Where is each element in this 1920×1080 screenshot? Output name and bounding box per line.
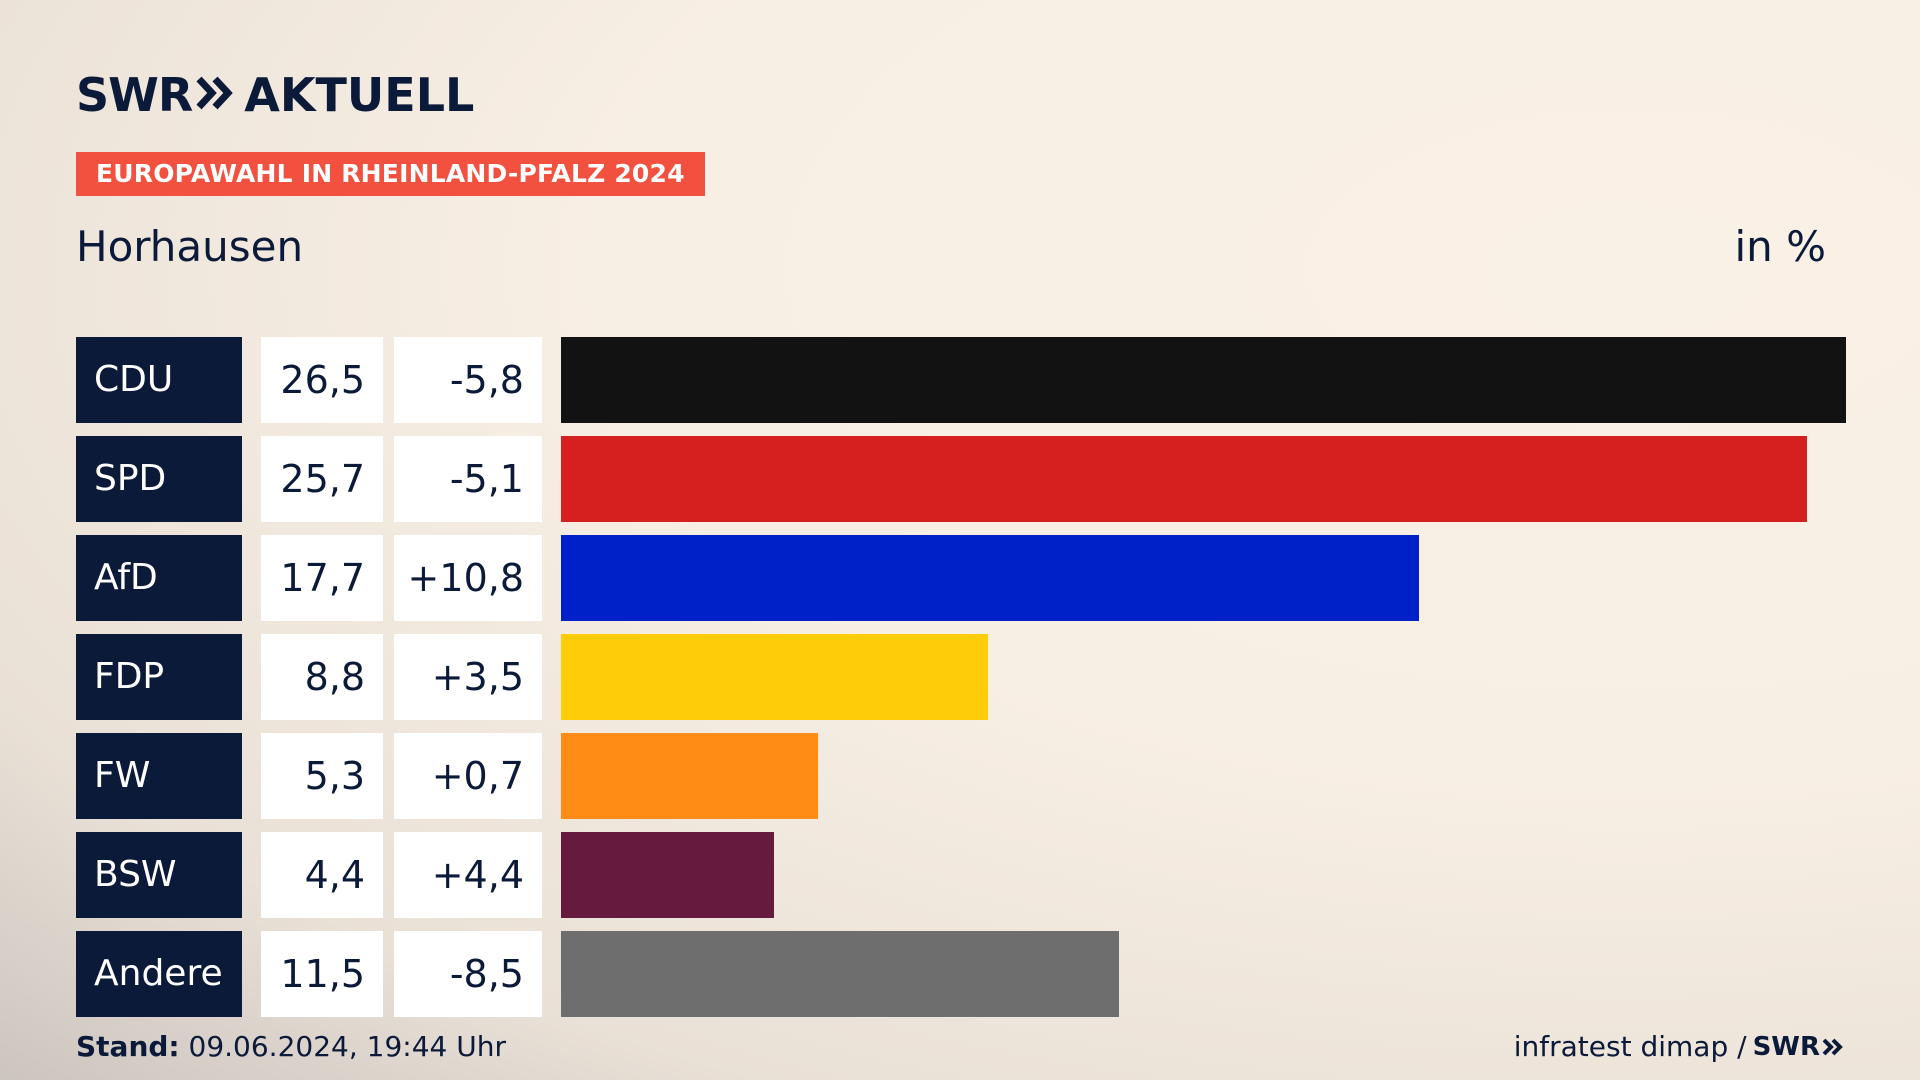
bar-afd <box>561 535 1419 621</box>
diff-label: -8,5 <box>394 931 542 1017</box>
party-label: BSW <box>76 832 242 918</box>
party-label: CDU <box>76 337 242 423</box>
bar-spd <box>561 436 1807 522</box>
result-row: FDP 8,8 +3,5 <box>76 634 1846 720</box>
source-brand: SWR <box>1752 1031 1820 1062</box>
value-label: 5,3 <box>261 733 383 819</box>
result-row: AfD 17,7 +10,8 <box>76 535 1846 621</box>
result-row: FW 5,3 +0,7 <box>76 733 1846 819</box>
result-row: BSW 4,4 +4,4 <box>76 832 1846 918</box>
election-badge: EUROPAWAHL IN RHEINLAND-PFALZ 2024 <box>76 152 705 196</box>
double-chevron-right-icon <box>1822 1038 1843 1055</box>
bar-andere <box>561 931 1119 1017</box>
diff-label: +4,4 <box>394 832 542 918</box>
result-row: SPD 25,7 -5,1 <box>76 436 1846 522</box>
logo-swr-text: SWR <box>76 68 193 122</box>
footer-stand: Stand: 09.06.2024, 19:44 Uhr <box>76 1030 506 1063</box>
value-label: 17,7 <box>261 535 383 621</box>
logo-aktuell-text: AKTUELL <box>244 68 475 122</box>
value-label: 4,4 <box>261 832 383 918</box>
unit-label: in % <box>1734 222 1826 271</box>
diff-label: +0,7 <box>394 733 542 819</box>
footer-source: infratest dimap / SWR <box>1514 1030 1844 1063</box>
bar-bsw <box>561 832 774 918</box>
diff-label: -5,8 <box>394 337 542 423</box>
bar-fw <box>561 733 818 819</box>
stand-value: 09.06.2024, 19:44 Uhr <box>179 1030 506 1063</box>
swr-aktuell-logo: SWR AKTUELL <box>76 68 474 122</box>
party-label: SPD <box>76 436 242 522</box>
bar-fdp <box>561 634 988 720</box>
party-label: FDP <box>76 634 242 720</box>
result-row: CDU 26,5 -5,8 <box>76 337 1846 423</box>
value-label: 8,8 <box>261 634 383 720</box>
party-label: Andere <box>76 931 242 1017</box>
diff-label: +10,8 <box>394 535 542 621</box>
diff-label: +3,5 <box>394 634 542 720</box>
stand-label: Stand: <box>76 1030 180 1063</box>
value-label: 25,7 <box>261 436 383 522</box>
diff-label: -5,1 <box>394 436 542 522</box>
bar-cdu <box>561 337 1846 423</box>
value-label: 11,5 <box>261 931 383 1017</box>
party-label: AfD <box>76 535 242 621</box>
source-text: infratest dimap / <box>1513 1030 1747 1063</box>
result-row: Andere 11,5 -8,5 <box>76 931 1846 1017</box>
value-label: 26,5 <box>261 337 383 423</box>
region-title: Horhausen <box>76 222 304 271</box>
double-chevron-right-icon <box>196 75 234 115</box>
party-label: FW <box>76 733 242 819</box>
